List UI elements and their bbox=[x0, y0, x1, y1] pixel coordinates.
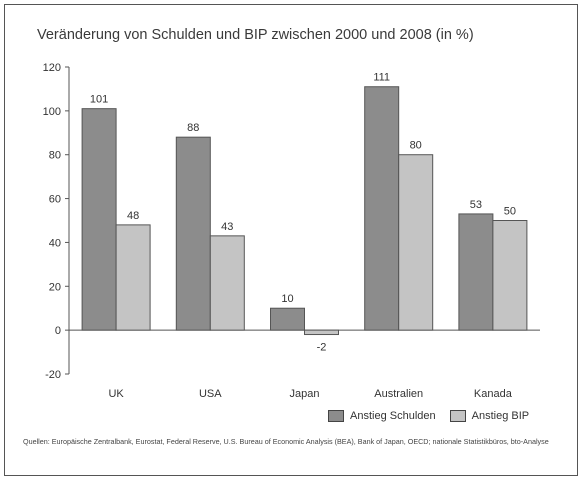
bar bbox=[115, 224, 151, 331]
legend: Anstieg Schulden Anstieg BIP bbox=[328, 410, 543, 422]
legend-label-bip: Anstieg BIP bbox=[471, 410, 530, 422]
y-tick-label: 120 bbox=[43, 62, 61, 74]
data-label: -2 bbox=[317, 342, 327, 354]
bar bbox=[364, 86, 400, 331]
legend-label-schulden: Anstieg Schulden bbox=[350, 410, 436, 422]
y-tick-label: 80 bbox=[49, 150, 61, 162]
data-label: 88 bbox=[187, 122, 199, 134]
data-label: 111 bbox=[373, 72, 390, 84]
legend-swatch-bip bbox=[449, 410, 466, 422]
y-tick-label: 60 bbox=[49, 194, 61, 206]
bar bbox=[398, 154, 434, 331]
y-tick-label: 0 bbox=[55, 325, 61, 337]
legend-swatch-schulden bbox=[328, 410, 344, 422]
data-label: 53 bbox=[470, 199, 482, 211]
data-label: 50 bbox=[504, 206, 516, 218]
data-label: 48 bbox=[127, 210, 139, 222]
chart-title: Veränderung von Schulden und BIP zwische… bbox=[37, 27, 474, 43]
y-tick-label: -20 bbox=[45, 369, 61, 381]
bar bbox=[209, 235, 245, 331]
axes: -20 0 20 40 60 80 100 120 UK USA Japan Australien Ka… bbox=[43, 62, 540, 400]
x-tick-label: USA bbox=[199, 388, 222, 400]
bar bbox=[304, 329, 339, 336]
bars bbox=[81, 86, 528, 336]
x-tick-label: UK bbox=[108, 388, 124, 400]
bar bbox=[175, 136, 211, 331]
data-label: 43 bbox=[221, 221, 233, 233]
y-tick-label: 100 bbox=[43, 106, 61, 118]
data-labels: 101 48 88 43 10 -2 111 80 53 50 bbox=[90, 72, 516, 354]
bar bbox=[270, 307, 305, 331]
x-tick-label: Japan bbox=[290, 388, 320, 400]
legend-item-schulden: Anstieg Schulden bbox=[328, 410, 436, 422]
legend-item-bip: Anstieg BIP bbox=[449, 410, 530, 422]
x-tick-label: Kanada bbox=[474, 388, 513, 400]
y-tick-label: 20 bbox=[49, 281, 61, 293]
bar bbox=[492, 220, 528, 331]
source-note: Quellen: Europäische Zentralbank, Eurost… bbox=[23, 437, 549, 446]
bar bbox=[458, 213, 494, 331]
x-tick-label: Australien bbox=[374, 388, 423, 400]
bar bbox=[81, 108, 117, 331]
data-label: 80 bbox=[410, 140, 422, 152]
y-tick-label: 40 bbox=[49, 237, 61, 249]
data-label: 101 bbox=[90, 94, 108, 106]
data-label: 10 bbox=[281, 293, 293, 305]
